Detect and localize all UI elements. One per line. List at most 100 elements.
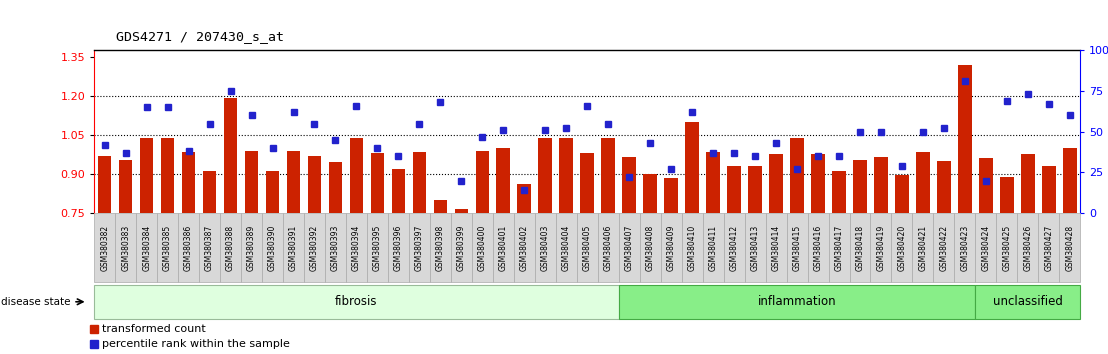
Text: GSM380411: GSM380411 [709, 224, 718, 271]
Text: GSM380398: GSM380398 [435, 224, 445, 271]
Text: GSM380416: GSM380416 [813, 224, 822, 271]
Bar [203, 171, 216, 213]
Text: GSM380395: GSM380395 [373, 224, 382, 271]
Text: GSM380382: GSM380382 [100, 224, 110, 271]
Text: GSM380387: GSM380387 [205, 224, 214, 271]
Bar [350, 138, 363, 213]
Bar [308, 156, 321, 213]
Bar [556, 213, 577, 282]
Bar [681, 213, 702, 282]
Bar [454, 209, 469, 213]
Bar [933, 213, 954, 282]
Bar [706, 152, 720, 213]
Bar [98, 156, 112, 213]
Text: fibrosis: fibrosis [336, 295, 378, 308]
Bar [766, 213, 787, 282]
Bar [790, 138, 804, 213]
Bar [832, 171, 845, 213]
Bar [665, 178, 678, 213]
Bar [220, 213, 242, 282]
Text: GSM380418: GSM380418 [855, 224, 864, 271]
Text: GSM380396: GSM380396 [394, 224, 403, 271]
Bar [370, 153, 384, 213]
Bar [94, 213, 115, 282]
Bar [535, 213, 556, 282]
Text: GSM380413: GSM380413 [750, 224, 760, 271]
Text: GSM380408: GSM380408 [646, 224, 655, 271]
Text: GSM380389: GSM380389 [247, 224, 256, 271]
Text: GSM380420: GSM380420 [897, 224, 906, 271]
Bar [892, 213, 913, 282]
Bar [451, 213, 472, 282]
Bar [618, 213, 639, 282]
Bar [577, 213, 597, 282]
Bar [287, 150, 300, 213]
Bar [136, 213, 157, 282]
Text: GSM380414: GSM380414 [771, 224, 780, 271]
Bar [975, 285, 1080, 319]
Bar [409, 213, 430, 282]
Bar [178, 213, 199, 282]
Bar [496, 148, 510, 213]
Bar [224, 98, 237, 213]
Bar [748, 166, 762, 213]
Text: GSM380383: GSM380383 [121, 224, 130, 271]
Bar [639, 213, 660, 282]
Bar [913, 213, 933, 282]
Bar [686, 122, 699, 213]
Text: GSM380397: GSM380397 [414, 224, 424, 271]
Text: GSM380410: GSM380410 [688, 224, 697, 271]
Bar [618, 285, 975, 319]
Text: unclassified: unclassified [993, 295, 1063, 308]
Bar [975, 213, 996, 282]
Text: GSM380428: GSM380428 [1065, 224, 1075, 271]
Bar [787, 213, 808, 282]
Bar [727, 166, 741, 213]
Bar [560, 138, 573, 213]
Text: GSM380400: GSM380400 [478, 224, 486, 271]
Bar [853, 160, 866, 213]
Bar [850, 213, 871, 282]
Bar [660, 213, 681, 282]
Bar [242, 213, 261, 282]
Text: GSM380426: GSM380426 [1024, 224, 1033, 271]
Bar [475, 150, 489, 213]
Bar [119, 160, 133, 213]
Text: GSM380424: GSM380424 [982, 224, 991, 271]
Bar [979, 158, 993, 213]
Bar [811, 154, 824, 213]
Bar [325, 213, 346, 282]
Bar [388, 213, 409, 282]
Bar [1022, 154, 1035, 213]
Bar [724, 213, 745, 282]
Bar [115, 213, 136, 282]
Text: inflammation: inflammation [758, 295, 837, 308]
Text: disease state: disease state [1, 297, 71, 307]
Bar [283, 213, 304, 282]
Bar [245, 150, 258, 213]
Bar [958, 64, 972, 213]
Bar [1042, 166, 1056, 213]
Text: GSM380403: GSM380403 [541, 224, 550, 271]
Text: GSM380394: GSM380394 [352, 224, 361, 271]
Bar [597, 213, 618, 282]
Text: GDS4271 / 207430_s_at: GDS4271 / 207430_s_at [116, 30, 285, 43]
Text: GSM380384: GSM380384 [142, 224, 151, 271]
Bar [602, 138, 615, 213]
Bar [140, 138, 153, 213]
Text: GSM380406: GSM380406 [604, 224, 613, 271]
Bar [430, 213, 451, 282]
Bar [161, 138, 174, 213]
Bar [871, 213, 892, 282]
Text: GSM380401: GSM380401 [499, 224, 507, 271]
Bar [1001, 177, 1014, 213]
Bar [702, 213, 724, 282]
Bar [954, 213, 975, 282]
Bar [412, 152, 427, 213]
Text: GSM380405: GSM380405 [583, 224, 592, 271]
Bar [623, 157, 636, 213]
Bar [745, 213, 766, 282]
Text: GSM380415: GSM380415 [792, 224, 801, 271]
Bar [182, 152, 195, 213]
Text: GSM380388: GSM380388 [226, 224, 235, 271]
